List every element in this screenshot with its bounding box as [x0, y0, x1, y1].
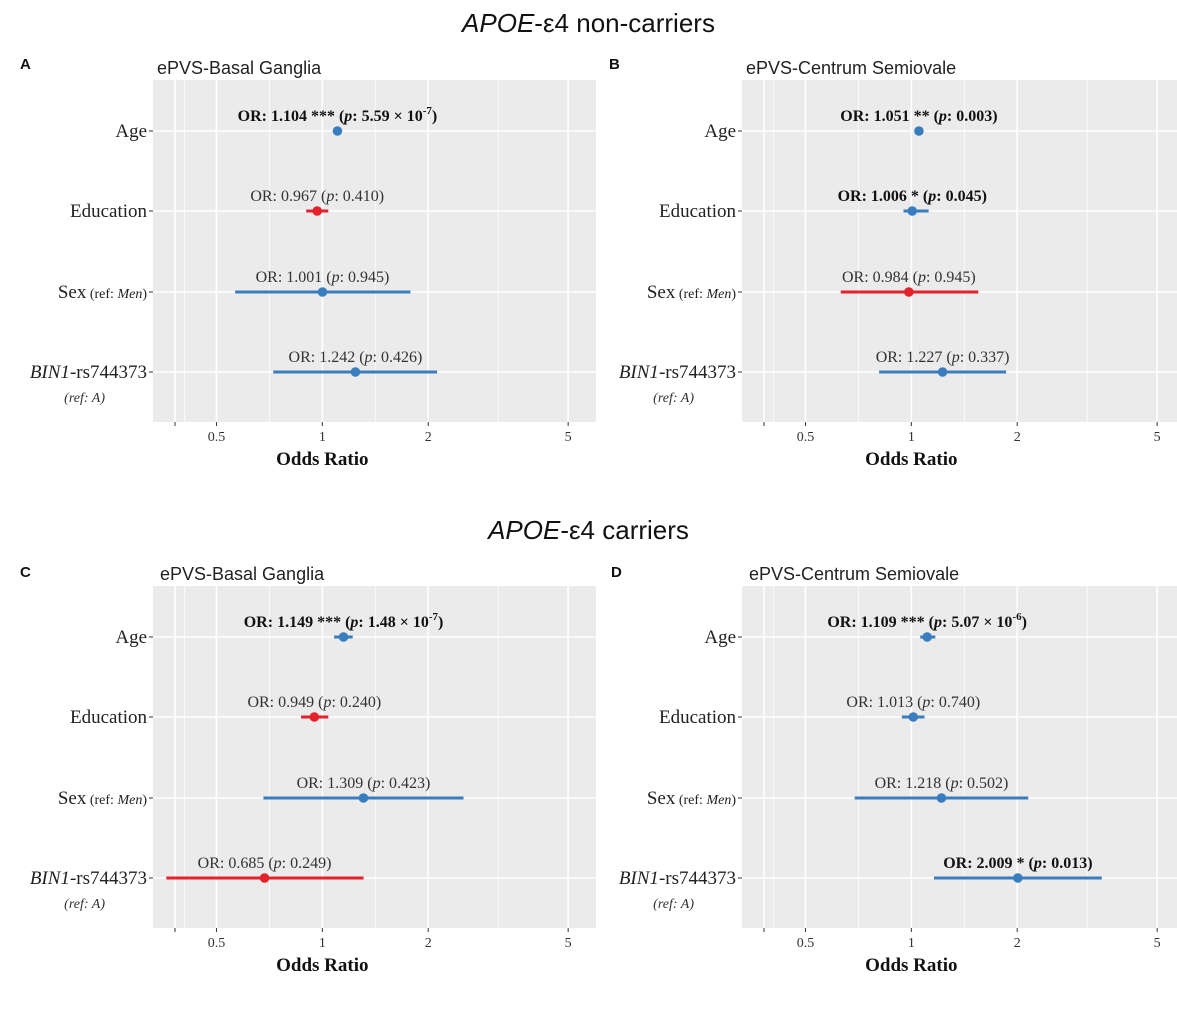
panel-title: ePVS-Basal Ganglia: [160, 564, 325, 584]
x-tick-label: 5: [565, 936, 572, 951]
panel-letter: B: [609, 56, 620, 73]
gene-name: APOE: [488, 515, 561, 545]
estimate-label: OR: 1.149 *** (p: 1.48 × 10-7): [244, 611, 444, 631]
odds-ratio-point: [908, 712, 919, 722]
plot-background: [742, 586, 1177, 928]
row-label: Sex (ref: Men): [58, 282, 147, 303]
odds-ratio-point: [338, 632, 349, 642]
odds-ratio-point: [936, 793, 947, 803]
estimate-label: OR: 1.006 * (p: 0.045): [838, 188, 987, 205]
panel-letter: C: [20, 564, 31, 581]
odds-ratio-point: [358, 793, 369, 803]
panel-letter: A: [20, 56, 31, 73]
row-label: BIN1-rs744373: [619, 362, 736, 383]
estimate-label: OR: 1.242 (p: 0.426): [289, 349, 423, 366]
row-label: Age: [115, 121, 147, 142]
row-label: BIN1-rs744373: [619, 868, 736, 889]
x-tick-label: 5: [1154, 430, 1161, 445]
x-tick-label: 0.5: [208, 430, 226, 445]
plot-background: [153, 80, 596, 422]
x-axis-title: Odds Ratio: [865, 955, 957, 976]
panel-c: C ePVS-Basal Ganglia 0.5 1 2 5 Odds Ratio Age…: [0, 556, 596, 1026]
estimate-label: OR: 1.104 *** (p: 5.59 × 10-7): [238, 105, 438, 125]
row-label: Age: [704, 121, 736, 142]
estimate-label: OR: 1.227 (p: 0.337): [876, 349, 1010, 366]
x-tick-label: 2: [1014, 936, 1021, 951]
forest-plot: 0.5 1 2 5 Odds Ratio Age OR: 1.104 *** (p: 5.5…: [30, 80, 596, 470]
section-title-carriers: APOE-ε4 carriers: [0, 515, 1177, 546]
panel-d: D ePVS-Centrum Semiovale 0.5 1 2 5 Odds Rati…: [589, 556, 1177, 1026]
gene-name: APOE: [462, 8, 535, 38]
panel-b: B ePVS-Centrum Semiovale 0.5 1 2 5 Odds Rati…: [589, 50, 1177, 520]
section-title-rest: -ε4 carriers: [560, 515, 689, 545]
plot-background: [742, 80, 1177, 422]
forest-plot: 0.5 1 2 5 Odds Ratio Age OR: 1.109 *** (p: 5.0…: [619, 586, 1177, 976]
estimate-label: OR: 1.051 ** (p: 0.003): [840, 108, 997, 125]
x-tick-label: 5: [565, 430, 572, 445]
estimate-label: OR: 1.309 (p: 0.423): [297, 775, 431, 792]
x-tick-label: 2: [1014, 430, 1021, 445]
forest-plot: 0.5 1 2 5 Odds Ratio Age OR: 1.051 ** (p: 0.00…: [619, 80, 1177, 470]
odds-ratio-point: [309, 712, 320, 722]
x-axis-title: Odds Ratio: [276, 449, 368, 470]
forest-plot: 0.5 1 2 5 Odds Ratio Age OR: 1.149 *** (p: 1.4…: [30, 586, 596, 976]
row-label: Education: [659, 201, 737, 222]
estimate-label: OR: 0.984 (p: 0.945): [842, 269, 976, 286]
odds-ratio-point: [312, 206, 323, 216]
panel-title: ePVS-Centrum Semiovale: [746, 58, 957, 78]
row-label: Sex (ref: Men): [647, 788, 736, 809]
estimate-label: OR: 1.218 (p: 0.502): [875, 775, 1009, 792]
x-tick-label: 0.5: [797, 430, 815, 445]
row-sublabel: (ref: A): [653, 391, 694, 406]
panel-title: ePVS-Basal Ganglia: [157, 58, 322, 78]
panel-letter: D: [611, 564, 622, 581]
odds-ratio-point: [922, 632, 932, 642]
x-tick-label: 1: [319, 430, 326, 445]
row-label: Education: [70, 201, 148, 222]
panel-title: ePVS-Centrum Semiovale: [749, 564, 960, 584]
odds-ratio-point: [904, 287, 914, 297]
odds-ratio-point: [350, 367, 361, 377]
estimate-label: OR: 1.109 *** (p: 5.07 × 10-6): [827, 611, 1027, 631]
row-sublabel: (ref: A): [653, 897, 694, 912]
row-label: Education: [659, 707, 737, 728]
odds-ratio-point: [1013, 873, 1023, 883]
x-tick-label: 1: [319, 936, 326, 951]
row-sublabel: (ref: A): [64, 897, 105, 912]
row-label: Education: [70, 707, 148, 728]
estimate-label: OR: 0.685 (p: 0.249): [198, 855, 332, 872]
estimate-label: OR: 1.013 (p: 0.740): [846, 694, 980, 711]
row-label: Sex (ref: Men): [58, 788, 147, 809]
estimate-label: OR: 1.001 (p: 0.945): [256, 269, 390, 286]
row-label: Age: [704, 627, 736, 648]
estimate-label: OR: 0.949 (p: 0.240): [247, 694, 381, 711]
row-label: Age: [115, 627, 147, 648]
row-label: BIN1-rs744373: [30, 362, 147, 383]
estimate-label: OR: 0.967 (p: 0.410): [250, 188, 384, 205]
odds-ratio-point: [907, 206, 918, 216]
x-tick-label: 5: [1154, 936, 1161, 951]
odds-ratio-point: [914, 126, 924, 136]
panel-a: A ePVS-Basal Ganglia 0.5 1 2 5 Odds Ratio Age…: [0, 50, 596, 520]
section-title-noncarriers: APOE-ε4 non-carriers: [0, 8, 1177, 39]
odds-ratio-point: [332, 126, 343, 136]
odds-ratio-point: [937, 367, 948, 377]
x-axis-title: Odds Ratio: [276, 955, 368, 976]
row-label: Sex (ref: Men): [647, 282, 736, 303]
x-tick-label: 2: [425, 936, 432, 951]
section-title-rest: -ε4 non-carriers: [534, 8, 715, 38]
x-axis-title: Odds Ratio: [865, 449, 957, 470]
plot-background: [153, 586, 596, 928]
x-tick-label: 1: [908, 430, 915, 445]
x-tick-label: 0.5: [208, 936, 226, 951]
row-label: BIN1-rs744373: [30, 868, 147, 889]
row-sublabel: (ref: A): [64, 391, 105, 406]
odds-ratio-point: [259, 873, 270, 883]
x-tick-label: 1: [908, 936, 915, 951]
x-tick-label: 2: [425, 430, 432, 445]
odds-ratio-point: [317, 287, 328, 297]
estimate-label: OR: 2.009 * (p: 0.013): [943, 855, 1092, 872]
x-tick-label: 0.5: [797, 936, 815, 951]
